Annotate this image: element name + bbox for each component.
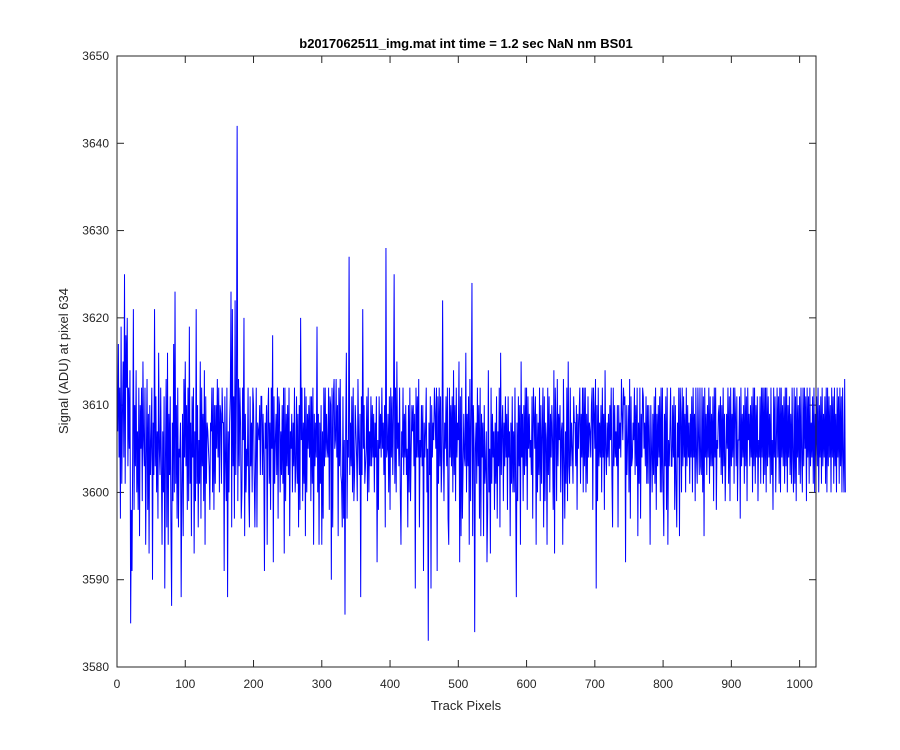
- axes-box: [116, 55, 817, 668]
- x-axis-label: Track Pixels: [431, 698, 502, 713]
- x-tick-label: 300: [312, 677, 332, 691]
- x-tick-label: 0: [114, 677, 121, 691]
- y-tick-label: 3610: [82, 398, 109, 412]
- x-tick-label: 200: [244, 677, 264, 691]
- x-tick-label: 500: [448, 677, 468, 691]
- y-axis-label: Signal (ADU) at pixel 634: [56, 288, 71, 434]
- x-tick-label: 600: [517, 677, 537, 691]
- x-tick-labels: 0 100 200 300 400 500 600 700 800 900 1000: [114, 677, 814, 691]
- y-tick-label: 3650: [82, 49, 109, 63]
- y-tick-label: 3630: [82, 224, 109, 238]
- x-tick-label: 1000: [786, 677, 813, 691]
- y-tick-label: 3590: [82, 573, 109, 587]
- x-tick-label: 800: [653, 677, 673, 691]
- series-line: [117, 125, 846, 641]
- chart-title: b2017062511_img.mat int time = 1.2 sec N…: [299, 36, 632, 51]
- y-tick-labels: 3580 3590 3600 3610 3620 3630 3640 3650: [82, 49, 109, 674]
- x-tick-label: 900: [721, 677, 741, 691]
- plot-area: [117, 56, 816, 667]
- ticks: [116, 55, 816, 668]
- y-tick-label: 3580: [82, 660, 109, 674]
- x-tick-label: 400: [380, 677, 400, 691]
- y-tick-label: 3600: [82, 485, 109, 499]
- x-tick-label: 700: [585, 677, 605, 691]
- y-tick-label: 3620: [82, 311, 109, 325]
- x-tick-label: 100: [175, 677, 195, 691]
- y-tick-label: 3640: [82, 136, 109, 150]
